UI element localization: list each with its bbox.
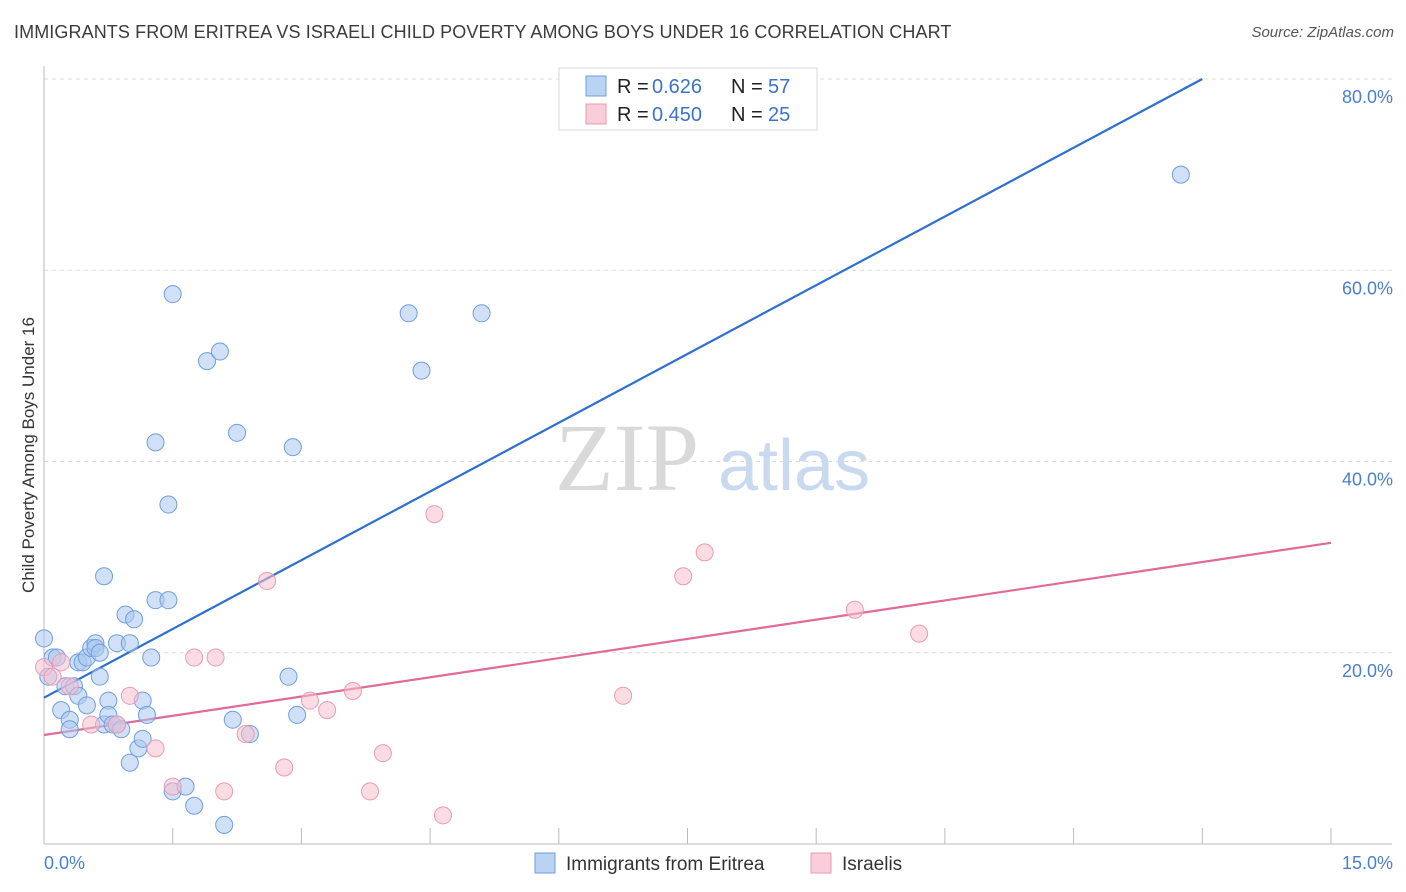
- bottom-legend-label: Israelis: [842, 854, 902, 875]
- bottom-legend-swatch: [810, 852, 832, 874]
- point-israelis: [82, 715, 101, 734]
- trend-line-eritrea: [43, 78, 1203, 699]
- point-eritrea: [120, 634, 139, 653]
- legend-r-label: R =: [617, 104, 649, 126]
- legend: R = 0.626 N = 57 R = 0.450 N = 25: [558, 67, 818, 131]
- point-israelis: [185, 648, 204, 667]
- point-israelis: [695, 543, 714, 562]
- point-israelis: [674, 567, 693, 586]
- watermark-zip: ZIP: [555, 404, 699, 511]
- point-eritrea: [120, 753, 139, 772]
- point-eritrea: [399, 304, 418, 323]
- point-eritrea: [137, 705, 156, 724]
- data-points: [35, 165, 1190, 834]
- x-tick-label: 15.0%: [1342, 853, 1393, 873]
- point-israelis: [43, 667, 62, 686]
- point-eritrea: [35, 629, 53, 648]
- y-axis-label: Child Poverty Among Boys Under 16: [19, 317, 38, 593]
- axes: [43, 66, 1392, 845]
- point-israelis: [425, 505, 444, 524]
- y-tick-label: 80.0%: [1342, 87, 1393, 107]
- point-israelis: [910, 624, 929, 643]
- legend-n-label: N =: [731, 104, 763, 126]
- point-israelis: [60, 677, 79, 696]
- point-eritrea: [1171, 165, 1190, 184]
- point-eritrea: [159, 495, 178, 514]
- point-eritrea: [472, 304, 491, 323]
- source-label: Source: ZipAtlas.com: [1251, 24, 1394, 41]
- point-israelis: [845, 600, 864, 619]
- point-eritrea: [60, 720, 79, 739]
- point-israelis: [107, 715, 126, 734]
- legend-swatch: [585, 103, 607, 125]
- point-israelis: [146, 739, 165, 758]
- point-eritrea: [185, 796, 204, 815]
- point-israelis: [206, 648, 225, 667]
- legend-r-value: 0.450: [652, 104, 702, 126]
- point-eritrea: [133, 729, 152, 748]
- point-israelis: [373, 744, 392, 763]
- bottom-legend-swatch: [534, 852, 556, 874]
- watermark-atlas: atlas: [718, 426, 870, 506]
- point-eritrea: [198, 352, 217, 371]
- point-eritrea: [283, 438, 302, 457]
- legend-r-label: R =: [617, 76, 649, 98]
- point-israelis: [300, 691, 319, 710]
- bottom-legend: Immigrants from Eritrea Israelis: [534, 852, 902, 875]
- point-eritrea: [163, 285, 182, 304]
- point-eritrea: [412, 361, 431, 380]
- grid-lines: [44, 78, 1392, 654]
- point-eritrea: [279, 667, 298, 686]
- point-eritrea: [146, 433, 165, 452]
- point-israelis: [163, 777, 182, 796]
- x-tick-label: 0.0%: [44, 853, 85, 873]
- y-tick-label: 20.0%: [1342, 661, 1393, 681]
- bottom-legend-label: Immigrants from Eritrea: [566, 854, 765, 875]
- point-israelis: [236, 725, 255, 744]
- y-tick-label: 60.0%: [1342, 278, 1393, 298]
- point-eritrea: [159, 591, 178, 610]
- point-israelis: [120, 686, 139, 705]
- point-eritrea: [223, 710, 242, 729]
- legend-n-value: 25: [768, 104, 790, 126]
- point-israelis: [614, 686, 633, 705]
- legend-r-value: 0.626: [652, 76, 702, 98]
- point-eritrea: [77, 696, 96, 715]
- legend-swatch: [585, 75, 607, 97]
- point-eritrea: [210, 342, 229, 361]
- y-tick-label: 40.0%: [1342, 470, 1393, 490]
- point-eritrea: [90, 667, 109, 686]
- point-israelis: [275, 758, 294, 777]
- x-tick-labels: 0.0% 15.0%: [44, 853, 1393, 873]
- y-tick-labels: 20.0% 40.0% 60.0% 80.0%: [1342, 87, 1393, 681]
- watermark: ZIP atlas: [555, 404, 870, 511]
- point-israelis: [258, 572, 277, 591]
- point-israelis: [361, 782, 380, 801]
- point-eritrea: [215, 815, 234, 834]
- trend-line-israelis: [43, 541, 1332, 737]
- trend-lines: [43, 78, 1332, 737]
- point-eritrea: [142, 648, 161, 667]
- point-israelis: [433, 806, 452, 825]
- point-eritrea: [90, 643, 109, 662]
- point-eritrea: [288, 705, 307, 724]
- chart-title: IMMIGRANTS FROM ERITREA VS ISRAELI CHILD…: [14, 22, 952, 42]
- point-eritrea: [228, 423, 247, 442]
- point-eritrea: [125, 610, 144, 629]
- point-eritrea: [95, 567, 114, 586]
- point-israelis: [52, 653, 71, 672]
- point-israelis: [318, 701, 337, 720]
- legend-n-value: 57: [768, 76, 790, 98]
- point-israelis: [215, 782, 234, 801]
- legend-n-label: N =: [731, 76, 763, 98]
- point-israelis: [343, 682, 362, 700]
